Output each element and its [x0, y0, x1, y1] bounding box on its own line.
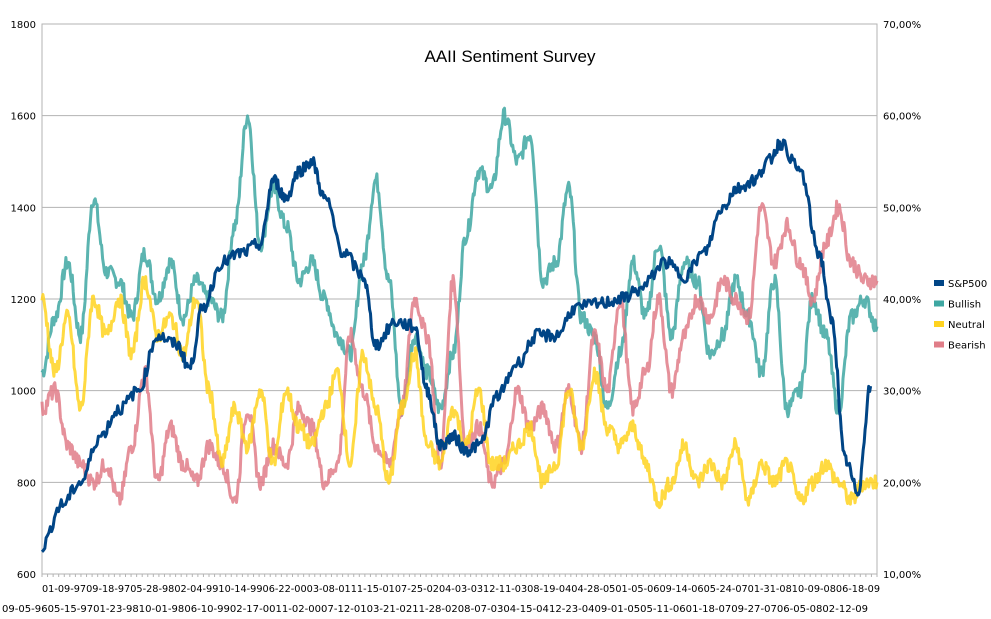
legend-label: Bearish	[948, 341, 986, 352]
y-right-tick-label: 70,00%	[883, 20, 921, 31]
y-right-tick-label: 50,00%	[883, 203, 921, 214]
legend-swatch	[934, 321, 944, 327]
plot-area	[40, 106, 879, 553]
y-right-tick-label: 10,00%	[883, 570, 921, 581]
legend: S&P500 Bullish Neutral Bearish	[934, 279, 987, 352]
y-left-tick-label: 1000	[11, 387, 36, 398]
legend-label: S&P500	[948, 279, 987, 290]
y-right-tick-label: 30,00%	[883, 387, 921, 398]
y-left-tick-label: 800	[17, 478, 36, 489]
right-axis: 10,00% 20,00% 30,00% 40,00% 50,00% 60,00% 70,0…	[883, 20, 921, 581]
legend-swatch	[934, 280, 944, 286]
legend-label: Bullish	[948, 300, 981, 311]
series-line-bearish	[40, 199, 879, 506]
y-left-tick-label: 1800	[11, 20, 36, 31]
x-tick-labels-row1: 01-09-9709-18-9705-28-9802-04-9910-14-99…	[42, 584, 880, 595]
left-axis: 600 800 1000 1200 1400 1600 1800	[11, 20, 36, 581]
y-left-tick-label: 1200	[11, 295, 36, 306]
chart-title: AAII Sentiment Survey	[424, 47, 596, 66]
legend-swatch	[934, 300, 944, 307]
y-right-tick-label: 60,00%	[883, 112, 921, 123]
y-left-tick-label: 1400	[11, 203, 36, 214]
x-tick-labels-row2: 09-05-9605-15-9701-23-9810-01-9806-10-99…	[2, 604, 868, 615]
series-line-sp500	[40, 138, 873, 553]
y-left-tick-label: 600	[17, 570, 36, 581]
y-left-tick-label: 1600	[11, 112, 36, 123]
legend-label: Neutral	[948, 320, 985, 331]
y-right-tick-label: 40,00%	[883, 295, 921, 306]
series-line-bullish	[40, 106, 879, 419]
y-right-tick-label: 20,00%	[883, 478, 921, 489]
legend-swatch	[934, 341, 944, 348]
